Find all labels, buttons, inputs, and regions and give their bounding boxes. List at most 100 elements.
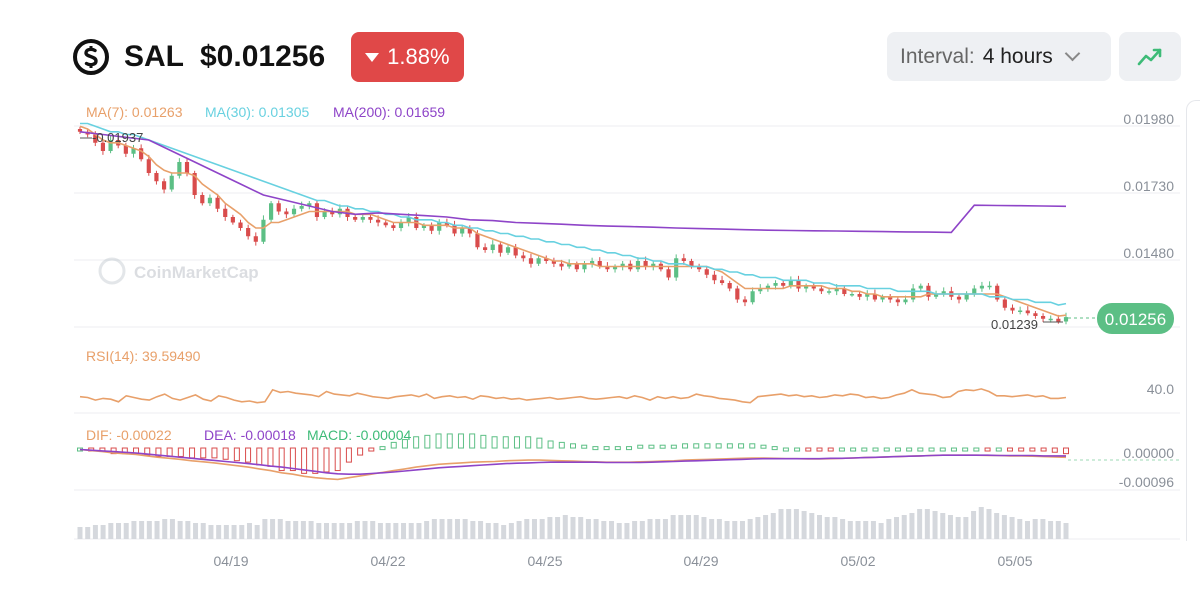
macd-histogram-bar <box>256 447 263 466</box>
volume-bar <box>146 521 152 539</box>
volume-bar <box>1001 515 1007 539</box>
volume-bar <box>524 519 530 539</box>
macd-histogram-bar <box>962 447 969 452</box>
candle-body <box>498 244 503 253</box>
macd-histogram-bar <box>301 447 308 474</box>
price-change-value: 1.88% <box>387 44 450 69</box>
candle-body <box>146 159 151 173</box>
macd-tick-label: -0.00096 <box>1119 474 1174 490</box>
macd-histogram-bar <box>928 447 935 452</box>
volume-bar <box>185 521 191 539</box>
candle-body <box>238 222 243 228</box>
volume-bar <box>385 523 391 539</box>
candle-body <box>582 263 587 270</box>
volume-bar <box>886 519 892 539</box>
candle-body <box>223 208 228 217</box>
macd-histogram-bar <box>469 433 476 449</box>
candle-body <box>742 299 748 303</box>
volume-bar <box>377 523 383 539</box>
macd-histogram-bar <box>166 447 173 457</box>
macd-histogram-bar <box>827 447 834 452</box>
ma30-legend: MA(30): 0.01305 <box>205 104 309 120</box>
candle-body <box>437 222 442 231</box>
volume-bar <box>662 519 668 539</box>
volume-bar <box>840 519 846 539</box>
volume-bar <box>223 525 229 539</box>
x-tick-label: 05/02 <box>840 553 875 569</box>
macd-histogram-bar <box>939 447 946 452</box>
macd-histogram-bar <box>289 447 296 472</box>
x-tick-label: 04/19 <box>213 553 248 569</box>
macd-histogram-bar <box>357 447 364 456</box>
candle-body <box>230 217 235 223</box>
interval-label: Interval: <box>900 44 975 68</box>
macd-histogram-bar <box>1051 447 1058 453</box>
macd-histogram-bar <box>760 444 767 449</box>
volume-bar <box>347 523 353 539</box>
dea-line <box>79 448 1066 476</box>
volume-bar <box>177 521 183 539</box>
rsi-line <box>79 388 1067 404</box>
candle-body <box>880 296 885 300</box>
candle-body <box>100 142 106 151</box>
macd-histogram-bar <box>693 443 700 449</box>
rsi-tick-label: 40.0 <box>1147 381 1174 397</box>
candle-body <box>291 208 297 215</box>
macd-histogram-bar <box>592 446 599 451</box>
macd-histogram-bar <box>715 443 722 449</box>
volume-bar <box>870 521 876 539</box>
volume-bar <box>894 517 900 539</box>
volume-bar <box>739 521 745 539</box>
candle-body <box>826 291 832 293</box>
ma7-legend: MA(7): 0.01263 <box>86 104 183 120</box>
macd-histogram-bar <box>245 447 252 463</box>
volume-bar <box>601 521 607 539</box>
macd-histogram-bar <box>155 447 162 457</box>
volume-bar <box>139 521 145 539</box>
volume-bar <box>300 521 306 539</box>
candle-body <box>605 266 610 270</box>
candle-body <box>918 285 923 289</box>
volume-bar <box>786 509 792 539</box>
volume-bar <box>670 515 676 539</box>
macd-histogram-bar <box>648 444 655 449</box>
volume-bar <box>131 521 137 539</box>
candle-body <box>505 247 511 253</box>
last-price-tag-text: 0.01256 <box>1105 310 1166 329</box>
scrollbar[interactable] <box>1186 100 1200 541</box>
candle-body <box>666 269 671 278</box>
macd-histogram-bar <box>401 439 408 449</box>
candle-body <box>765 285 770 289</box>
candle-body <box>551 261 556 264</box>
candle-body <box>1010 307 1015 311</box>
volume-bar <box>92 525 98 539</box>
macd-histogram-bar <box>446 433 453 449</box>
last-price-tag <box>1097 303 1174 334</box>
volume-bar <box>77 527 83 539</box>
candle-body <box>383 222 388 226</box>
macd-histogram-bar <box>413 436 420 449</box>
macd-histogram-bar <box>144 447 151 456</box>
volume-bar <box>431 519 437 539</box>
volume-bar <box>331 523 337 539</box>
volume-bar <box>655 519 661 539</box>
volume-bar <box>478 521 484 539</box>
candle-body <box>903 299 908 303</box>
y-tick-label: 0.01480 <box>1123 245 1174 261</box>
macd-histogram-bar <box>267 447 274 467</box>
volume-bar <box>647 519 653 539</box>
candle-body <box>322 211 327 217</box>
volume-bar <box>994 513 1000 539</box>
sal-coin-logo-icon <box>73 39 109 75</box>
candle-body <box>475 233 480 248</box>
macd-histogram-bar <box>603 446 610 451</box>
volume-bar <box>955 517 961 539</box>
candle-body <box>689 261 694 267</box>
interval-dropdown[interactable]: Interval: 4 hours <box>887 32 1111 81</box>
volume-bar <box>678 515 684 539</box>
volume-bar <box>531 519 537 539</box>
candle-body <box>360 217 365 220</box>
chart-type-button[interactable] <box>1119 32 1181 81</box>
macd-histogram-bar <box>771 446 778 451</box>
